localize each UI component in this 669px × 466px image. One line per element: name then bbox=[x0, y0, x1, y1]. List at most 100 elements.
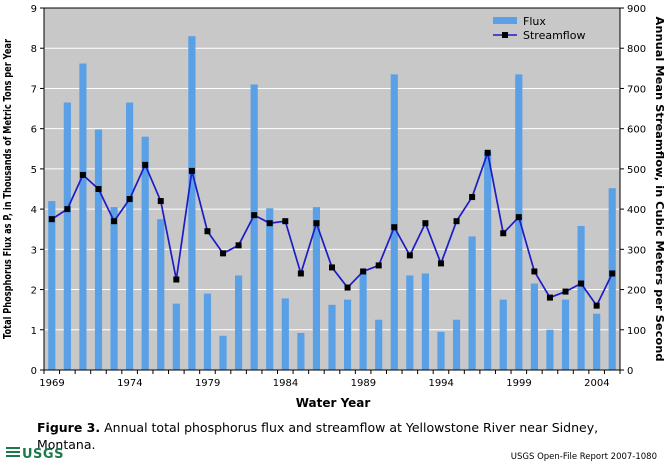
flux-bar-1979 bbox=[203, 293, 212, 370]
streamflow-point-2004 bbox=[593, 302, 600, 309]
flux-bar-1984 bbox=[281, 298, 289, 370]
flux-bar-1994 bbox=[437, 331, 445, 370]
streamflow-point-1993 bbox=[422, 220, 429, 227]
flux-bar-2005 bbox=[608, 188, 616, 370]
flux-bar-1971 bbox=[79, 63, 87, 371]
left-axis: 0 1 2 3 4 5 6 7 8 9 bbox=[31, 4, 44, 377]
x-tick-label: 1989 bbox=[351, 378, 376, 389]
y-tick-label: 2 bbox=[31, 286, 37, 297]
flux-bar-1998 bbox=[499, 299, 507, 370]
streamflow-point-1974 bbox=[126, 196, 133, 203]
legend: Flux Streamflow bbox=[493, 15, 585, 42]
flux-bar-2000 bbox=[530, 283, 538, 370]
flux-bar-1974 bbox=[126, 102, 134, 371]
x-tick-label: 2004 bbox=[584, 378, 609, 389]
streamflow-point-1975 bbox=[142, 161, 149, 168]
flux-bar-1991 bbox=[390, 74, 398, 370]
streamflow-point-1969 bbox=[48, 216, 55, 223]
streamflow-point-1994 bbox=[437, 260, 444, 267]
flux-bars bbox=[48, 36, 616, 371]
flux-bar-1985 bbox=[297, 332, 305, 370]
x-tick-label: 1994 bbox=[428, 378, 453, 389]
x-axis: 1969 1974 1979 1984 1989 1994 1999 2004 bbox=[39, 370, 621, 389]
flux-bar-1992 bbox=[406, 275, 414, 370]
streamflow-point-1987 bbox=[329, 264, 335, 271]
x-axis-title: Water Year bbox=[296, 396, 371, 410]
flux-bar-2001 bbox=[546, 329, 554, 370]
streamflow-point-1973 bbox=[111, 218, 118, 225]
streamflow-point-1976 bbox=[157, 198, 164, 205]
flux-bar-2003 bbox=[577, 226, 585, 370]
streamflow-point-1997 bbox=[484, 149, 491, 156]
flux-bar-2002 bbox=[561, 299, 570, 370]
streamflow-point-1970 bbox=[64, 206, 71, 213]
streamflow-point-1990 bbox=[375, 262, 382, 269]
y-axis-title: Total Phosphorus Flux as P, in Thousands… bbox=[1, 39, 14, 339]
usgs-logo-text: USGS bbox=[22, 447, 64, 462]
caption-text: Annual total phosphorus flux and streamf… bbox=[37, 420, 599, 452]
y2-tick-label: 600 bbox=[627, 125, 646, 136]
right-axis: 0 100 200 300 400 500 600 700 800 900 bbox=[620, 4, 646, 377]
flux-bar-1995 bbox=[452, 319, 461, 370]
x-tick-label: 1974 bbox=[117, 378, 142, 389]
y-tick-label: 5 bbox=[31, 165, 37, 176]
streamflow-point-1978 bbox=[188, 167, 195, 174]
flux-bar-1973 bbox=[110, 207, 118, 370]
streamflow-point-1982 bbox=[251, 212, 258, 219]
flux-bar-1975 bbox=[141, 136, 149, 370]
figure-caption: Figure 3. Annual total phosphorus flux a… bbox=[37, 419, 637, 453]
streamflow-point-2002 bbox=[562, 288, 569, 295]
streamflow-point-1998 bbox=[500, 230, 507, 237]
legend-streamflow-marker bbox=[502, 32, 508, 38]
flux-bar-1996 bbox=[468, 236, 476, 370]
flux-bar-1970 bbox=[63, 102, 71, 371]
flux-bar-1988 bbox=[343, 299, 352, 370]
streamflow-point-2005 bbox=[609, 270, 616, 277]
flux-bar-1977 bbox=[172, 303, 180, 370]
plot-frame bbox=[43, 7, 621, 371]
legend-streamflow-label: Streamflow bbox=[523, 29, 585, 42]
streamflow-point-1971 bbox=[79, 171, 86, 178]
flux-bar-1990 bbox=[375, 319, 383, 370]
streamflow-point-1989 bbox=[360, 268, 367, 275]
streamflow-point-1985 bbox=[297, 270, 304, 277]
x-tick-label: 1969 bbox=[39, 378, 64, 389]
y2-tick-label: 700 bbox=[627, 84, 646, 95]
flux-bar-1986 bbox=[312, 207, 321, 370]
x-tick-label: 1979 bbox=[195, 378, 220, 389]
y2-tick-label: 900 bbox=[627, 4, 646, 15]
streamflow-point-2000 bbox=[531, 268, 538, 275]
streamflow-point-2001 bbox=[546, 294, 553, 301]
y-tick-label: 4 bbox=[31, 205, 37, 216]
streamflow-point-2003 bbox=[578, 280, 585, 287]
y-tick-label: 7 bbox=[31, 84, 37, 95]
streamflow-point-1979 bbox=[204, 228, 211, 235]
y-tick-label: 8 bbox=[31, 44, 37, 55]
streamflow-line bbox=[48, 149, 616, 309]
y-tick-label: 0 bbox=[31, 366, 37, 377]
usgs-logo: USGS bbox=[6, 447, 64, 462]
y-tick-label: 6 bbox=[31, 125, 37, 136]
y2-tick-label: 800 bbox=[627, 44, 646, 55]
flux-bar-1989 bbox=[359, 271, 367, 370]
flux-bar-1980 bbox=[219, 335, 227, 370]
flux-bar-1987 bbox=[328, 304, 336, 370]
flux-bar-1983 bbox=[266, 208, 274, 370]
flux-bar-2004 bbox=[593, 313, 601, 370]
y2-tick-label: 0 bbox=[627, 366, 633, 377]
flux-bar-1999 bbox=[515, 74, 523, 370]
y2-tick-label: 300 bbox=[627, 245, 646, 256]
streamflow-point-1983 bbox=[266, 220, 273, 227]
streamflow-point-1977 bbox=[173, 276, 180, 283]
streamflow-point-1999 bbox=[515, 214, 522, 221]
y-tick-label: 9 bbox=[31, 4, 37, 15]
flux-bar-1969 bbox=[48, 201, 56, 370]
flux-bar-1976 bbox=[157, 219, 165, 370]
flux-bar-1972 bbox=[94, 129, 103, 370]
y2-tick-label: 100 bbox=[627, 326, 646, 337]
flux-bar-1993 bbox=[421, 273, 429, 370]
flux-bar-1997 bbox=[484, 151, 492, 370]
streamflow-point-1981 bbox=[235, 242, 242, 249]
streamflow-point-1980 bbox=[220, 250, 227, 257]
